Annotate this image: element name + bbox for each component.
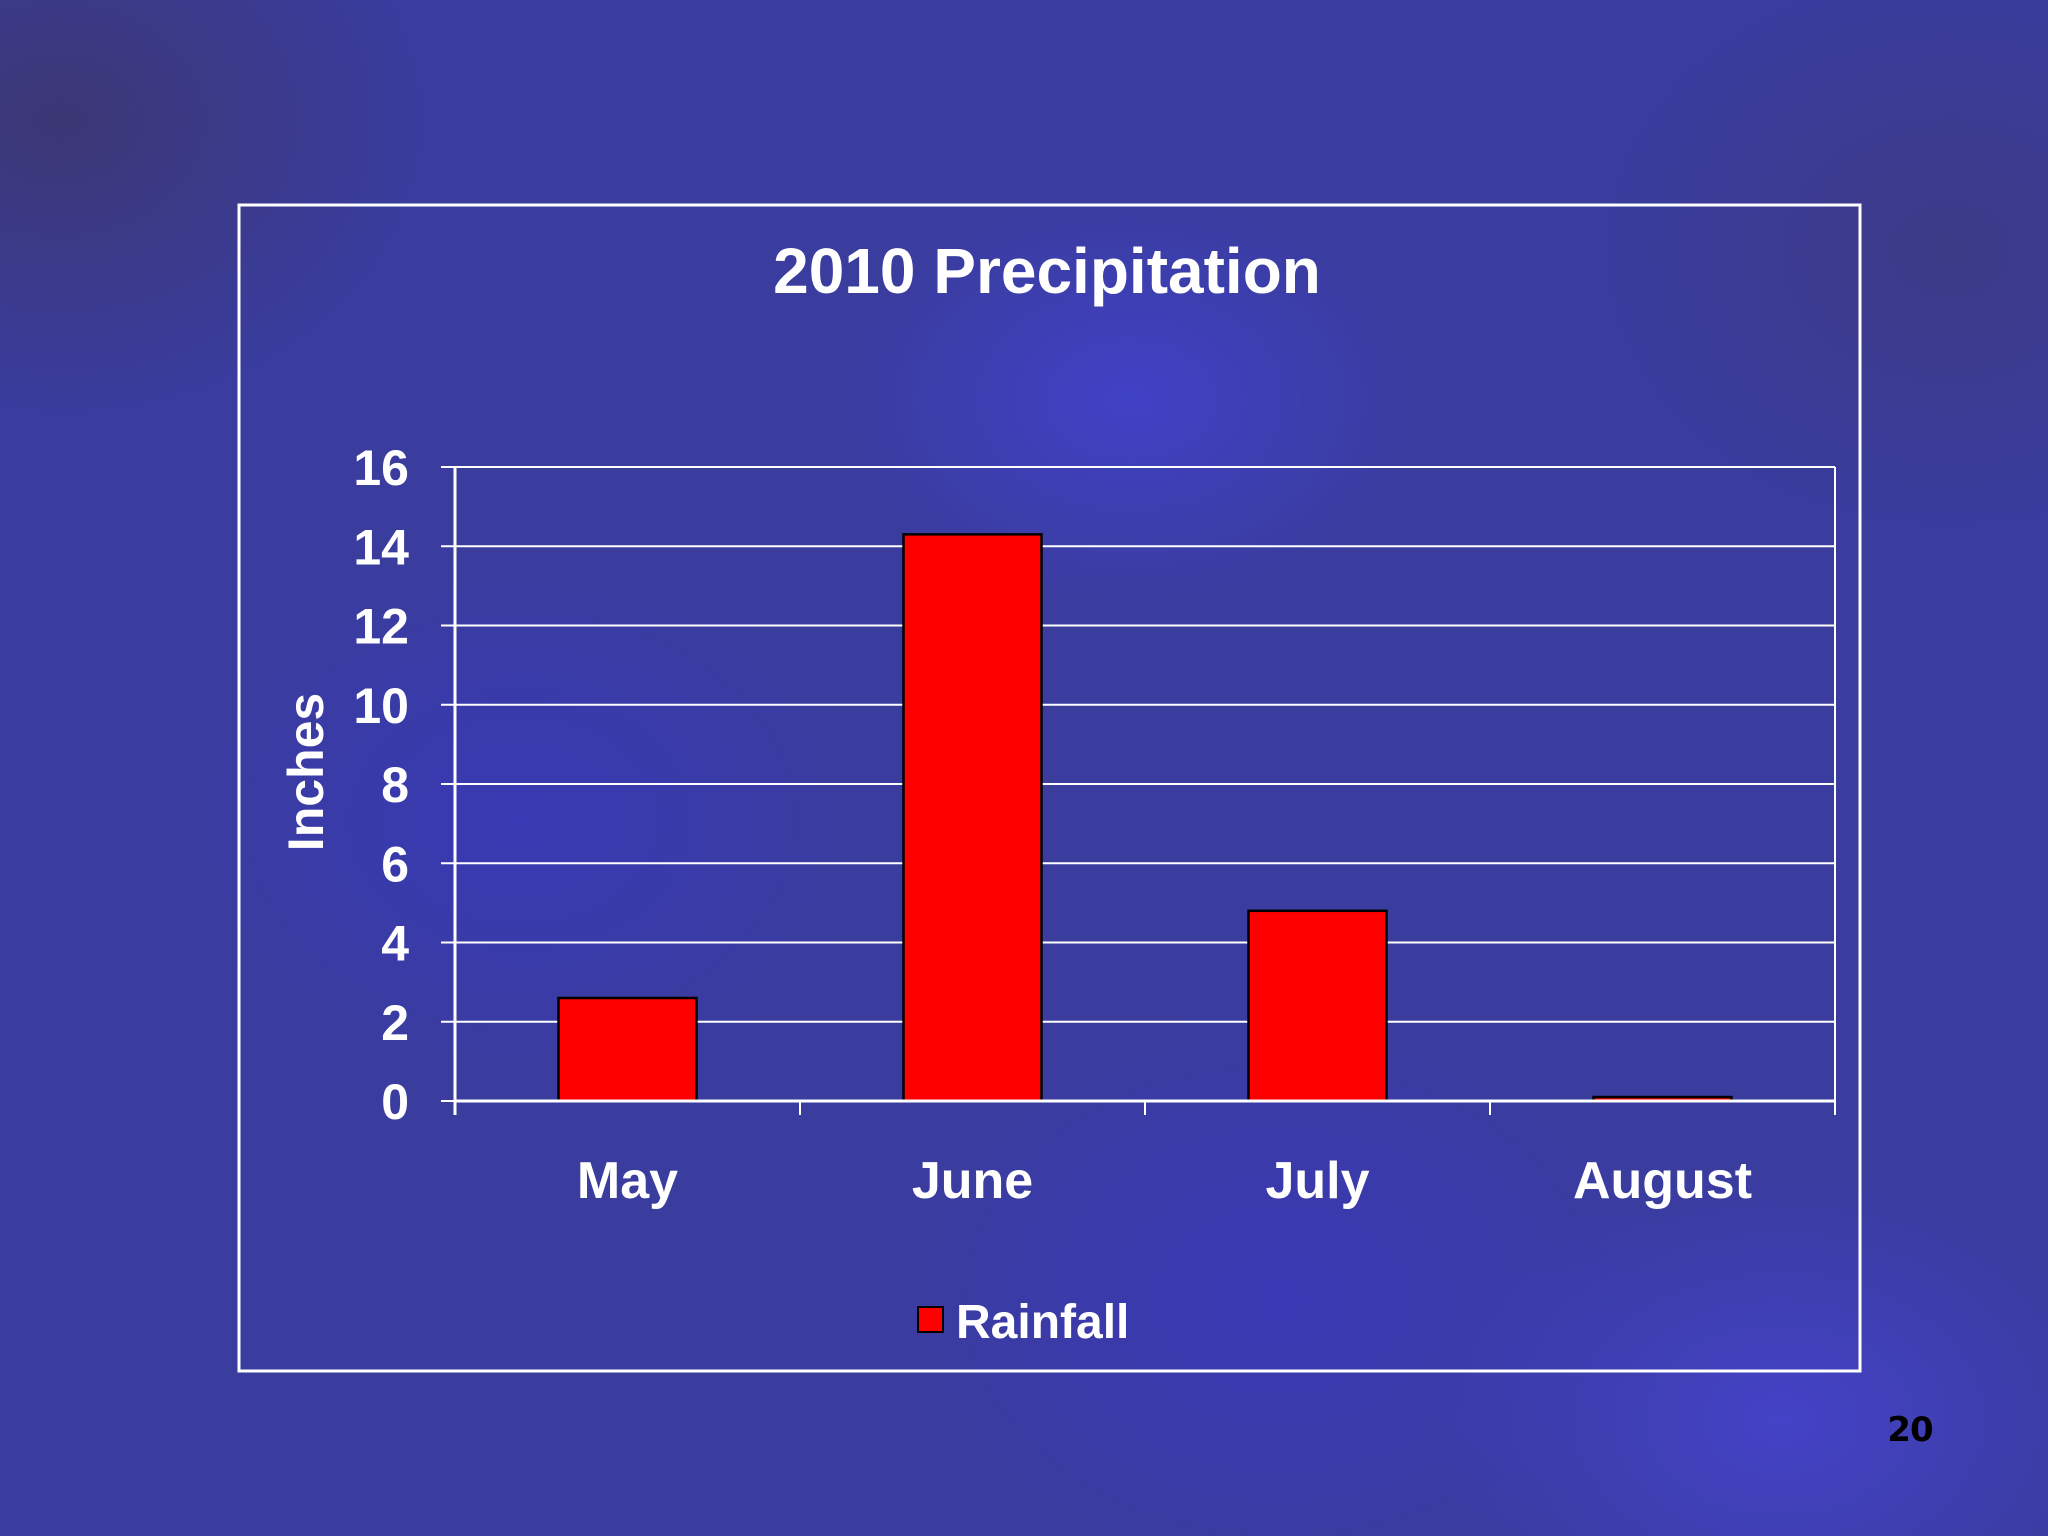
bar-july [1247, 909, 1388, 1103]
bars [557, 533, 1733, 1103]
legend-label-rainfall: Rainfall [956, 1296, 1129, 1349]
chart-frame [237, 203, 1862, 1373]
legend: Rainfall [917, 1296, 1129, 1349]
legend-swatch-rainfall [917, 1306, 944, 1333]
chart-title: 2010 Precipitation [773, 235, 1321, 307]
x-tick-label: July [1265, 1152, 1369, 1210]
y-tick-label: 16 [353, 440, 409, 496]
x-tick-labels: May June July August [577, 1152, 1752, 1210]
y-tick-labels: 0 2 4 6 8 10 12 14 16 [353, 440, 409, 1130]
axes [441, 466, 1836, 1115]
bar-june [902, 533, 1043, 1103]
y-tick-label: 8 [381, 757, 409, 813]
y-tick-label: 2 [381, 995, 409, 1051]
x-tick-label: August [1573, 1152, 1752, 1210]
x-tick-label: May [577, 1152, 678, 1210]
page-number: 20 [1887, 1410, 1933, 1450]
y-tick-label: 10 [353, 678, 409, 734]
x-tick-label: June [912, 1152, 1033, 1210]
y-tick-label: 4 [381, 916, 409, 972]
y-tick-label: 6 [381, 836, 409, 892]
bar-may [557, 996, 698, 1103]
y-tick-label: 0 [381, 1074, 409, 1130]
gridlines [455, 466, 1835, 1023]
y-tick-label: 14 [353, 519, 409, 575]
y-tick-label: 12 [353, 599, 409, 655]
y-axis-label: Inches [278, 693, 334, 851]
